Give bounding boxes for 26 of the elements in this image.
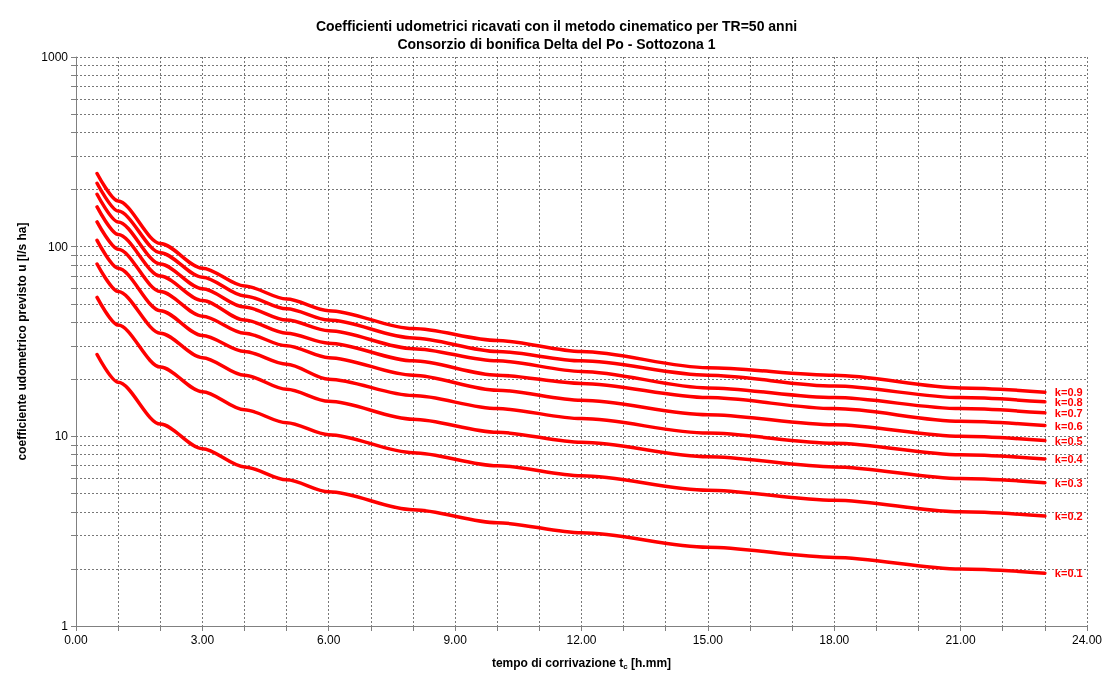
x-tick-label: 6.00 <box>317 633 341 647</box>
x-tick-label: 12.00 <box>566 633 597 647</box>
x-tick-label: 0.00 <box>64 633 88 647</box>
y-tick-label: 1000 <box>41 50 69 64</box>
chart-title: Coefficienti udometrici ricavati con il metodo cinematico per TR=50 anni <box>315 18 798 34</box>
x-tick-label: 24.00 <box>1071 633 1103 647</box>
line-series <box>95 295 1047 518</box>
x-tick-label: 9.00 <box>443 633 468 647</box>
series-label: k=0.7 <box>1054 406 1083 419</box>
x-tick-label: 21.00 <box>945 633 976 647</box>
x-tick-label: 18.00 <box>819 633 850 647</box>
chart-subtitle: Consorzio di bonifica Delta del Po - Sottozona 1 <box>397 36 716 52</box>
series-label: k=0.3 <box>1054 476 1083 489</box>
series-label: k=0.5 <box>1054 434 1083 447</box>
series-label: k=0.6 <box>1054 419 1083 432</box>
line-series <box>95 262 1047 485</box>
series-label: k=0.2 <box>1054 510 1083 523</box>
x-tick-label: 3.00 <box>190 633 215 647</box>
series-label: k=0.4 <box>1054 452 1084 465</box>
y-tick-label: 10 <box>54 429 69 444</box>
y-axis-title: coefficiente udometrico previsto u [l/s ha] <box>15 222 29 461</box>
y-tick-label: 100 <box>47 239 69 254</box>
y-tick-label: 1 <box>61 619 69 633</box>
series-label: k=0.1 <box>1054 567 1083 580</box>
line-series <box>95 352 1047 575</box>
x-tick-label: 15.00 <box>692 633 724 647</box>
